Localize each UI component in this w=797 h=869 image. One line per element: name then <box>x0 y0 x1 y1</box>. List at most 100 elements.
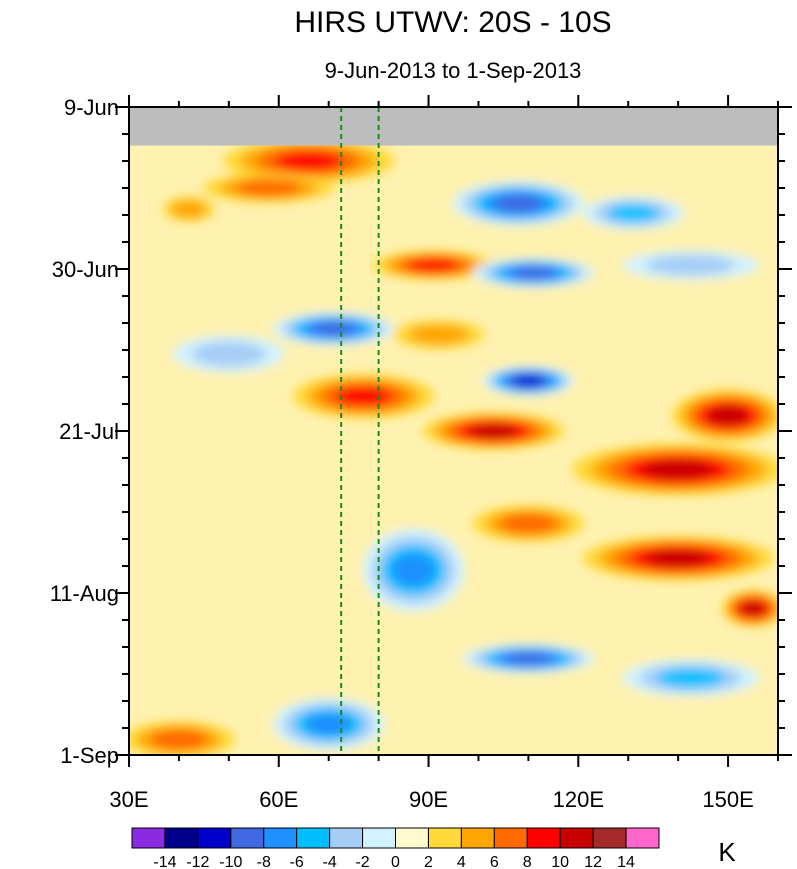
colorbar-label: -6 <box>290 854 304 869</box>
contour-level <box>495 194 542 212</box>
contour-level <box>707 405 749 426</box>
colorbar-label: 0 <box>391 854 400 869</box>
anomaly-band <box>129 721 235 755</box>
colorbar-swatch <box>427 827 462 849</box>
anomaly-band <box>372 250 495 280</box>
anomaly-band <box>582 536 775 581</box>
y-tick-label: 21-Jul <box>59 419 119 444</box>
missing-data-region <box>129 107 778 146</box>
colorbar-swatch <box>362 827 396 849</box>
contour-level <box>407 324 470 345</box>
anomaly-band <box>462 644 595 674</box>
x-tick-label: 60E <box>259 787 298 812</box>
anomaly-band <box>202 173 335 203</box>
y-tick-label: 30-Jun <box>52 257 119 282</box>
anomaly-band <box>392 320 485 350</box>
colorbar-label: -10 <box>219 854 242 869</box>
contour-level <box>656 668 725 688</box>
anomaly-band <box>292 374 435 419</box>
x-axis: 30E 60E 90E 120E 150E <box>109 95 779 812</box>
colorbar-swatch <box>296 827 331 849</box>
colorbar-swatch <box>197 827 232 849</box>
colorbar-label: -12 <box>186 854 209 869</box>
contour-level <box>170 200 208 219</box>
colorbar-swatch <box>526 827 561 849</box>
anomaly-band <box>482 366 575 396</box>
contour-level <box>607 204 660 223</box>
colorbar-swatch <box>329 827 364 849</box>
contour-level <box>646 549 710 567</box>
colorbar-swatch <box>164 827 199 849</box>
anomaly-band <box>162 196 215 222</box>
contour-level <box>505 652 552 665</box>
contour-level <box>739 601 767 616</box>
contour-level <box>150 729 208 750</box>
contour-level <box>511 266 556 280</box>
anomaly-band <box>452 181 585 226</box>
reference-lines <box>340 107 380 755</box>
colorbar-swatch <box>592 827 627 849</box>
colorbar-swatch <box>131 827 166 849</box>
contour-level <box>646 255 736 276</box>
colorbar-swatch <box>230 827 265 849</box>
anomaly-band <box>722 590 778 627</box>
colorbar-label: -4 <box>323 854 337 869</box>
contour-level <box>305 713 353 736</box>
contour-level <box>391 553 436 587</box>
plot-area: 30E 60E 90E 120E 150E 9-Jun 30-Jun 21-Jul 11-Au… <box>50 95 792 812</box>
contour-level <box>236 179 302 197</box>
contour-level <box>311 321 356 336</box>
colorbar-label: -8 <box>257 854 271 869</box>
colorbar-swatch <box>263 827 298 849</box>
chart-title: HIRS UTWV: 20S - 10S <box>294 6 611 39</box>
contour-level <box>500 513 557 534</box>
anomaly-band <box>422 412 565 450</box>
anomaly-band <box>672 389 778 442</box>
colorbar-swatch <box>460 827 495 849</box>
colorbar-label: 4 <box>457 854 466 869</box>
chart-subtitle: 9-Jun-2013 to 1-Sep-2013 <box>325 58 582 83</box>
anomaly-band <box>362 528 465 612</box>
anomaly-band <box>272 698 385 751</box>
colorbar-swatch <box>395 827 429 849</box>
contour-level <box>408 258 459 273</box>
colorbar-swatch <box>559 827 594 849</box>
anomaly-band <box>222 138 395 184</box>
y-tick-label: 1-Sep <box>60 743 119 768</box>
colorbar-label: 10 <box>551 854 569 869</box>
contour-level <box>643 459 713 480</box>
anomaly-band <box>572 443 778 496</box>
anomaly-field <box>129 138 778 755</box>
colorbar-label: 12 <box>584 854 602 869</box>
contour-level <box>468 423 518 439</box>
anomaly-band <box>582 196 685 230</box>
anomaly-band <box>622 250 760 280</box>
colorbar-unit: K <box>718 837 736 867</box>
x-tick-label: 30E <box>109 787 148 812</box>
contour-level <box>512 375 545 387</box>
y-tick-label: 11-Aug <box>50 581 119 606</box>
anomaly-band <box>622 659 760 697</box>
colorbar: -14 -12 -10 -8 -6 -4 -2 0 2 4 6 8 10 12 14 <box>131 827 660 869</box>
x-tick-label: 90E <box>409 787 448 812</box>
anomaly-band <box>172 335 285 373</box>
y-axis: 9-Jun 30-Jun 21-Jul 11-Aug 1-Sep <box>50 95 792 768</box>
contour-level <box>274 151 343 171</box>
colorbar-label: -14 <box>153 854 176 869</box>
colorbar-label: 8 <box>523 854 532 869</box>
colorbar-swatch <box>625 827 660 849</box>
colorbar-swatch <box>493 827 528 849</box>
contour-level <box>335 386 393 406</box>
anomaly-band <box>472 505 585 542</box>
anomaly-band <box>272 312 395 346</box>
anomaly-band <box>472 258 595 288</box>
colorbar-label: 14 <box>617 854 635 869</box>
x-tick-label: 150E <box>702 787 753 812</box>
y-tick-label: 9-Jun <box>64 95 119 120</box>
colorbar-label: 2 <box>424 854 433 869</box>
colorbar-label: -2 <box>355 854 369 869</box>
contour-level <box>192 341 266 367</box>
x-tick-label: 120E <box>553 787 604 812</box>
colorbar-label: 6 <box>490 854 499 869</box>
